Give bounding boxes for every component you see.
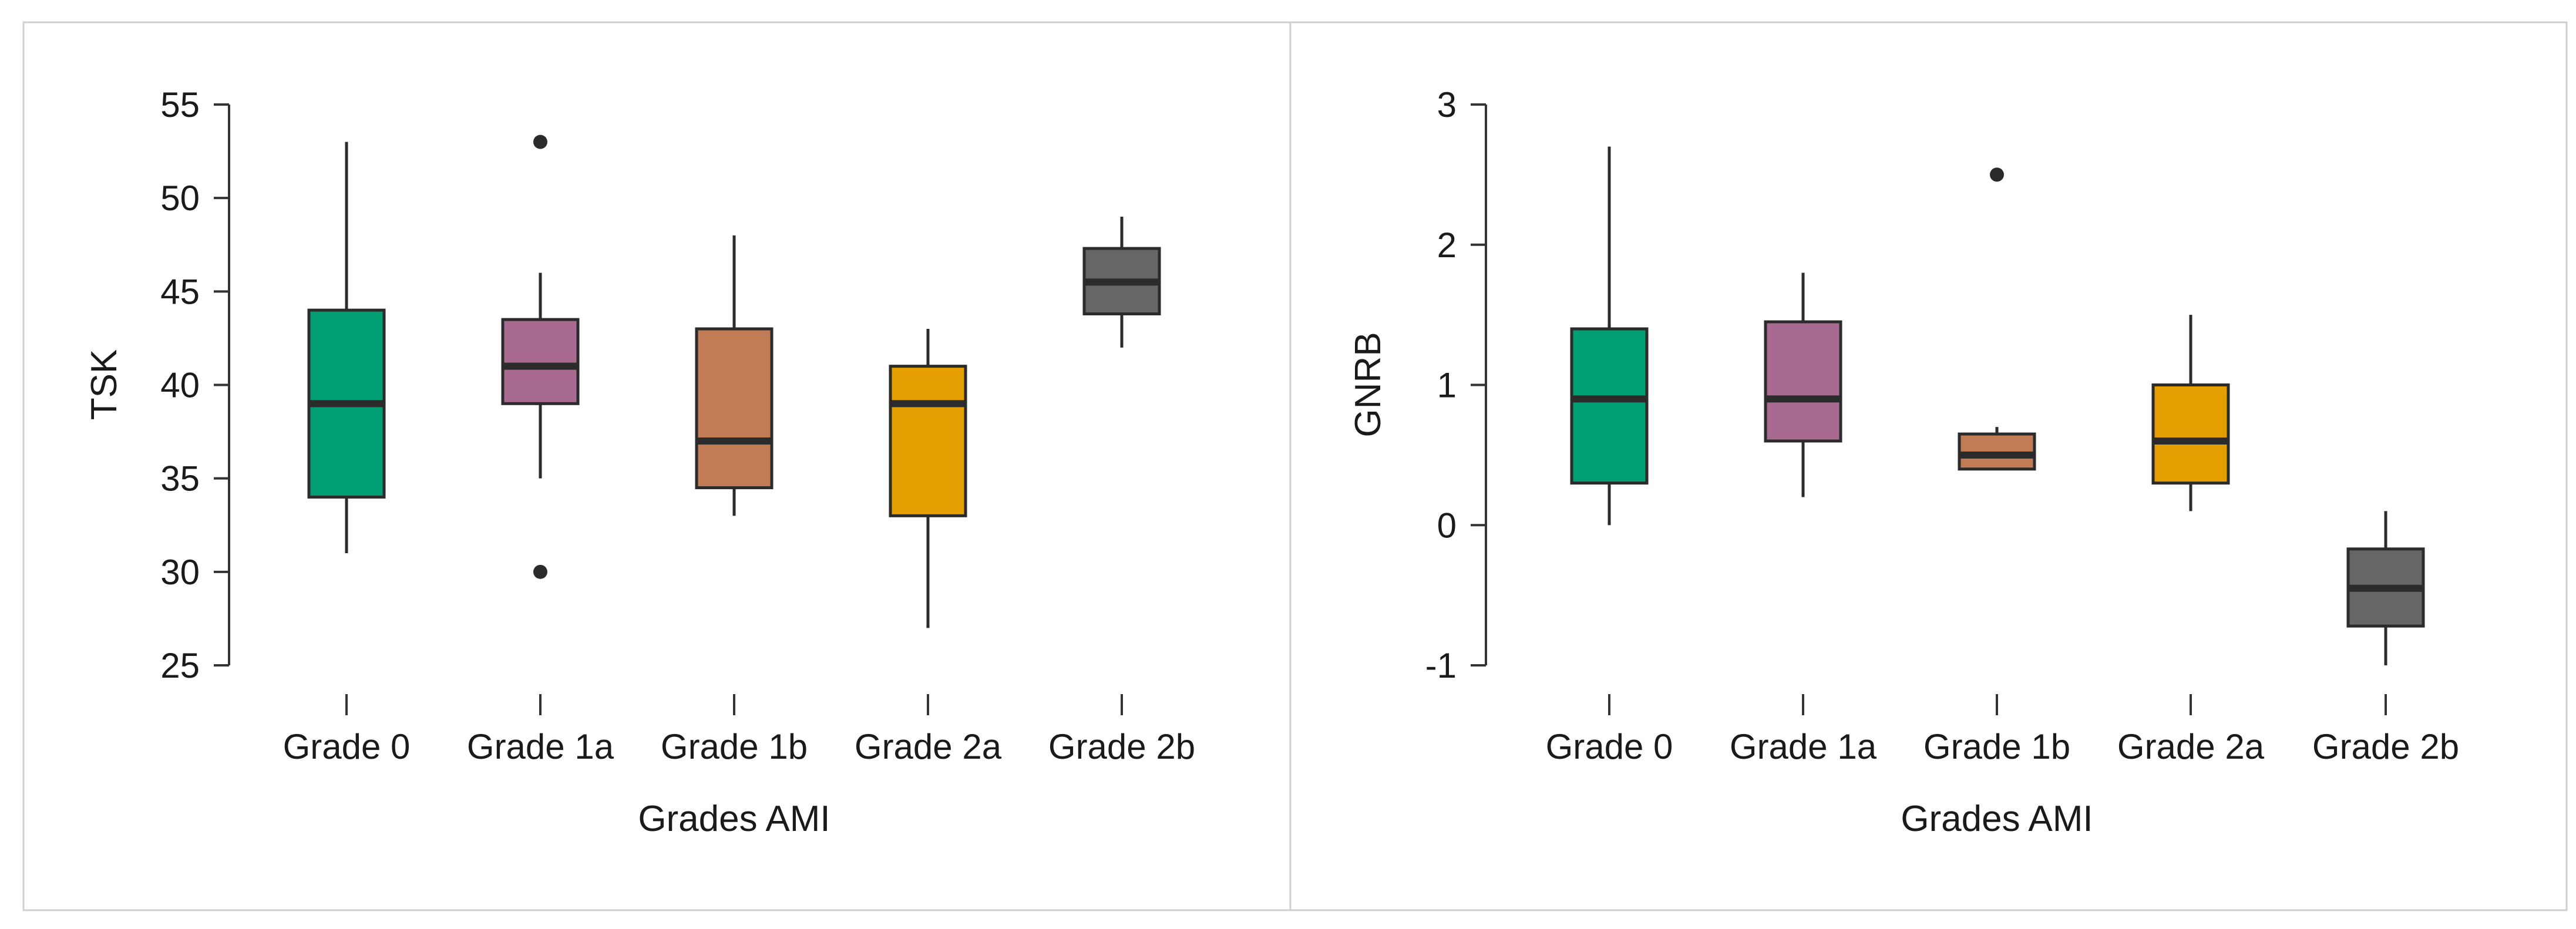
gnrb-y-tick-label: 0 [1437,506,1457,545]
tsk-y-ticks: 25 30 35 40 45 50 55 [160,85,229,685]
gnrb-y-tick-label: 1 [1437,366,1457,405]
tsk-box-grade-2b [1082,217,1161,348]
gnrb-boxes [1570,146,2425,665]
iqr-box [2151,383,2230,485]
gnrb-x-tick-label-grade-2a: Grade 2a [2117,727,2265,766]
gnrb-box-grade-2b [2346,511,2425,665]
gnrb-y-axis-title: GNRB [1348,332,1388,437]
tsk-y-tick-label: 25 [160,646,200,685]
figure-border [22,21,2568,911]
outlier-point [533,564,547,579]
gnrb-box-grade-2a [2151,315,2230,511]
tsk-box-grade-2a [889,329,967,628]
gnrb-x-tick-label-grade-1b: Grade 1b [1923,727,2070,766]
tsk-box-grade-1a [501,134,580,579]
iqr-box [889,365,967,517]
tsk-y-tick-label: 40 [160,366,200,405]
gnrb-x-axis-title: Grades AMI [1901,799,2093,839]
tsk-y-tick-label: 45 [160,272,200,311]
tsk-x-tick-label-grade-2a: Grade 2a [855,727,1002,766]
tsk-y-tick-label: 55 [160,85,200,124]
gnrb-box-grade-0 [1570,146,1649,526]
gnrb-x-tick-label-grade-0: Grade 0 [1546,727,1673,766]
iqr-box [695,327,774,490]
tsk-x-tick-label-grade-2b: Grade 2b [1048,727,1195,766]
gnrb-x-tick-label-grade-2b: Grade 2b [2312,727,2459,766]
iqr-box [1764,320,1842,443]
gnrb-box-grade-1b [1958,167,2036,471]
gnrb-y-tick-label: -1 [1425,646,1457,685]
tsk-x-tick-label-grade-1b: Grade 1b [661,727,808,766]
gnrb-box-grade-1a [1764,272,1842,497]
tsk-box-grade-1b [695,235,774,516]
iqr-box [501,318,580,405]
gnrb-y-tick-label: 2 [1437,225,1457,265]
tsk-x-axis-title: Grades AMI [638,799,830,839]
tsk-y-tick-label: 50 [160,179,200,218]
outlier-point [533,134,547,149]
gnrb-x-ticks: Grade 0 Grade 1a Grade 1b Grade 2a Grade 2b [1546,694,2459,766]
tsk-boxes [307,134,1161,628]
tsk-y-tick-label: 35 [160,459,200,499]
tsk-y-tick-label: 30 [160,553,200,592]
gnrb-y-ticks: -1 0 1 2 3 [1425,85,1486,685]
iqr-box [1570,327,1649,485]
outlier-point [1990,167,2004,182]
tsk-x-tick-label-grade-1a: Grade 1a [467,727,614,766]
gnrb-x-tick-label-grade-1a: Grade 1a [1730,727,1877,766]
tsk-x-tick-label-grade-0: Grade 0 [283,727,411,766]
tsk-y-axis-title: TSK [84,349,125,420]
tsk-box-grade-0 [307,142,386,553]
tsk-x-ticks: Grade 0 Grade 1a Grade 1b Grade 2a Grade 2b [283,694,1195,766]
gnrb-y-tick-label: 3 [1437,85,1457,124]
